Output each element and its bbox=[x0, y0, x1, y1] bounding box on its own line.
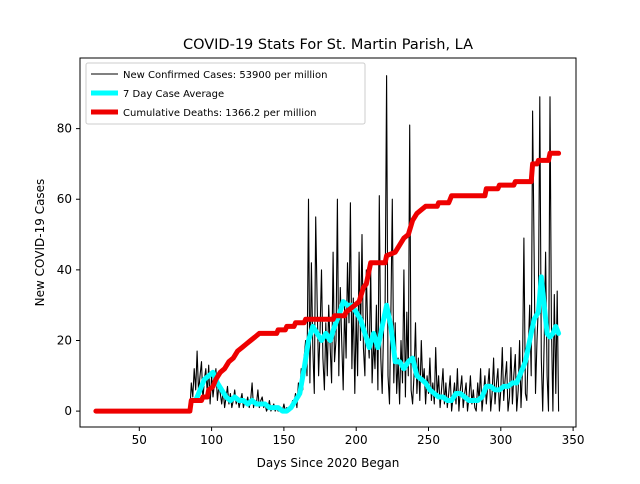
x-tick-label: 200 bbox=[345, 433, 368, 447]
x-tick-label: 150 bbox=[272, 433, 295, 447]
x-tick-label: 300 bbox=[489, 433, 512, 447]
y-tick-label: 20 bbox=[57, 333, 72, 347]
legend-label-cumulative-deaths: Cumulative Deaths: 1366.2 per million bbox=[123, 108, 317, 119]
y-axis-label: New COVID-19 Cases bbox=[33, 179, 47, 307]
series-line-cumulative-deaths bbox=[93, 150, 562, 414]
plot-area bbox=[93, 75, 562, 414]
x-tick-label: 350 bbox=[562, 433, 585, 447]
y-tick-label: 0 bbox=[64, 404, 72, 418]
y-tick-label: 40 bbox=[57, 263, 72, 277]
legend-box bbox=[85, 62, 366, 125]
chart-title: COVID-19 Stats For St. Martin Parish, LA bbox=[183, 37, 473, 53]
x-tick-label: 250 bbox=[417, 433, 440, 447]
axes-frame bbox=[79, 57, 577, 428]
x-tick-label: 100 bbox=[200, 433, 223, 447]
legend-label-7day-average: 7 Day Case Average bbox=[123, 89, 224, 100]
x-tick-label: 50 bbox=[132, 433, 147, 447]
x-axis-label: Days Since 2020 Began bbox=[257, 456, 400, 470]
y-tick-label: 80 bbox=[57, 122, 72, 136]
legend-label-new-cases: New Confirmed Cases: 53900 per million bbox=[123, 70, 327, 81]
y-tick-label: 60 bbox=[57, 192, 72, 206]
series-line-new-cases bbox=[95, 75, 560, 412]
axis-ticks: 50 100 150 200 250 300 350 0 20 40 60 80 bbox=[57, 122, 585, 447]
series-line-7day-average bbox=[193, 274, 562, 414]
chart-legend: New Confirmed Cases: 53900 per million 7… bbox=[85, 62, 366, 125]
